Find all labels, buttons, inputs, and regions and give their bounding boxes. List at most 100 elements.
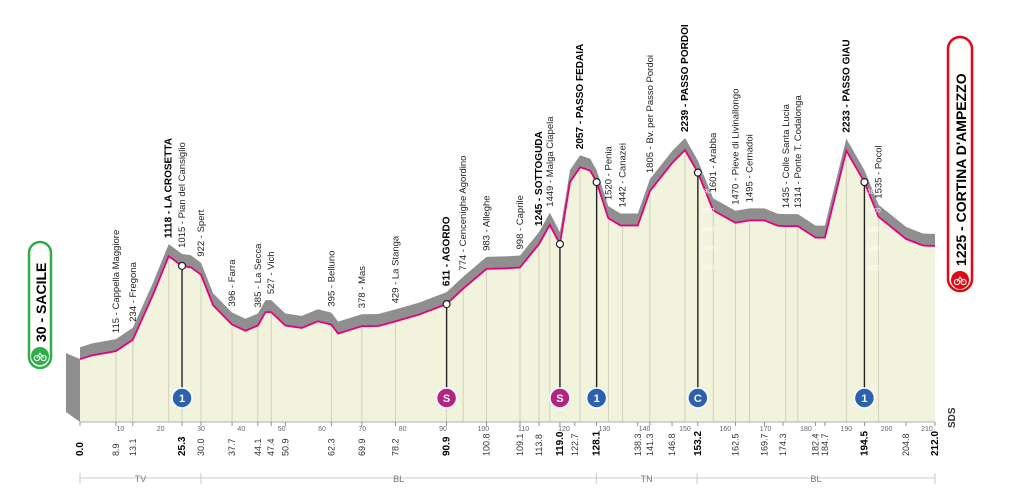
- km-tick-label: 25.3: [177, 436, 188, 456]
- location-label: 378 - Mas: [357, 266, 368, 308]
- scale-tick-label: 90: [439, 426, 447, 433]
- location-label: 1015 - Pian del Cansiglio: [177, 142, 188, 248]
- scale-tick-label: 20: [157, 426, 165, 433]
- km-tick-label: 13.1: [128, 438, 138, 456]
- location-label: 385 - La Secca: [253, 243, 264, 308]
- altitude-tick-label: 1400: [701, 227, 715, 233]
- province-label: TN: [641, 474, 653, 484]
- km-tick-label: 141.3: [645, 433, 655, 456]
- scale-tick-label: 200: [881, 426, 893, 433]
- altitude-tick-label: 1200: [701, 246, 715, 252]
- marker-dot: [177, 261, 187, 270]
- km-tick-label: 212.0: [930, 431, 941, 456]
- start-label: 30 - SACILE: [33, 263, 49, 342]
- location-label: 774 - Cencenighe Agordino: [458, 156, 469, 271]
- location-label: 115 - Cappella Maggiore: [111, 230, 122, 333]
- location-label: 2239 - PASSO PORDOI: [680, 24, 691, 132]
- scale-tick-label: 70: [358, 426, 366, 433]
- location-label: 1601 - Arabba: [708, 132, 719, 192]
- province-label: TV: [135, 474, 147, 484]
- climb-category-marker: [585, 387, 608, 409]
- location-label: 922 - Spert: [196, 209, 207, 256]
- location-label: 2057 - PASSO FEDAIA: [575, 44, 586, 149]
- scale-tick-label: 160: [719, 426, 731, 433]
- marker-dot: [592, 177, 601, 187]
- start-badge: 30 - SACILE: [27, 240, 53, 370]
- altitude-tick-label: 1400: [867, 227, 881, 233]
- km-tick-label: 128.1: [592, 431, 603, 456]
- km-tick-label: 138.3: [633, 433, 643, 456]
- province-bar-layer: TV BL TN BL: [79, 473, 936, 484]
- km-tick-label: 30.0: [196, 438, 206, 456]
- km-tick-label: 78.2: [390, 438, 400, 456]
- location-label: 1314 - Ponte T. Codalonga: [793, 95, 804, 209]
- km-tick-label: 100.8: [482, 433, 492, 456]
- scale-tick-label: 190: [840, 426, 852, 433]
- altitude-tick-label: 2000: [867, 171, 881, 177]
- location-label: 2233 - PASSO GIAU: [841, 39, 852, 132]
- km-tick-label: 174.3: [778, 433, 788, 456]
- marker-label: 1: [179, 393, 185, 405]
- km-tick-label: 37.7: [227, 438, 237, 456]
- location-label: 429 - La Stanga: [390, 235, 401, 303]
- province-label: BL: [811, 474, 822, 484]
- profile-line: [79, 148, 936, 361]
- province-label: BL: [393, 474, 404, 484]
- start-wall: [66, 353, 80, 422]
- km-tick-label: 113.8: [534, 434, 544, 456]
- km-tick-label: 47.4: [266, 438, 276, 456]
- cyclist-icon: [31, 347, 49, 365]
- scale-tick-label: 30: [197, 426, 205, 433]
- location-label: 1520 - Penia: [603, 146, 614, 201]
- altitude-tick-label: 1800: [867, 190, 881, 196]
- scale-tick-label: 120: [558, 426, 570, 433]
- km-tick-label: 69.9: [357, 438, 367, 456]
- marker-label: S: [556, 393, 563, 405]
- location-stem-layer: [115, 150, 879, 422]
- location-label: 1435 - Colle Santa Lucia: [781, 103, 792, 208]
- scale-tick-label: 40: [237, 426, 245, 433]
- location-label: 611 - AGORDO: [442, 216, 453, 286]
- altitude-tick-label: 1200: [867, 246, 881, 252]
- km-tick-label: 182.4: [811, 433, 821, 456]
- finish-badge: 1225 - CORTINA D'AMPEZZO: [946, 35, 974, 293]
- altitude-tick-label: 2000: [701, 171, 715, 177]
- altitude-tick-label: 1600: [867, 209, 881, 215]
- altitude-tick-label: 1600: [701, 209, 715, 215]
- scale-tick-label: 170: [760, 426, 772, 433]
- location-label: 395 - Belluno: [326, 251, 337, 307]
- marker-dot: [442, 300, 451, 309]
- altitude-axis-layer: 2000 1800 1600 1400 1200 1000 2000 1800 1600 1400…: [701, 171, 882, 272]
- km-tick-label: 0.0: [75, 442, 86, 456]
- climb-category-marker: [687, 387, 709, 409]
- marker-label: C: [694, 393, 702, 405]
- cyclist-icon: [951, 271, 969, 289]
- climb-band-layer: [66, 138, 935, 422]
- scale-tick-label: 150: [679, 426, 691, 433]
- location-label: 1470 - Pieve di Livinallongo: [730, 89, 741, 205]
- km-tick-label: 204.8: [901, 433, 911, 456]
- marker-layer: 1 S S 1 C 1: [171, 168, 876, 409]
- profile-area: [80, 150, 935, 422]
- profile-line-layer: [79, 148, 936, 361]
- sprint-marker: [549, 387, 571, 409]
- scale-tick-label: 180: [800, 426, 812, 433]
- scale-tick-label: 50: [278, 426, 286, 433]
- location-label: 1535 - Pocol: [874, 145, 885, 198]
- scale-tick-label: 60: [318, 426, 326, 433]
- km-tick-label: 153.2: [693, 431, 704, 456]
- location-label: 1449 - Malga Ciapela: [545, 116, 556, 207]
- location-label: 527 - Vich: [266, 251, 277, 294]
- km-tick-label: 119.0: [555, 431, 566, 456]
- marker-dot: [860, 177, 869, 187]
- altitude-tick-label: 1800: [701, 190, 715, 196]
- finish-badge-frame: [946, 35, 974, 293]
- location-label: 1245 - SOTTOGUDA: [534, 131, 545, 226]
- location-label-layer: 115 - Cappella Maggiore 234 - Fregona 1118…: [111, 24, 885, 333]
- location-label: 983 - Alleghe: [482, 195, 493, 250]
- km-tick-label: 162.5: [730, 433, 740, 456]
- km-tick-label: 169.7: [759, 433, 769, 456]
- scale-tick-label: 10: [116, 426, 124, 433]
- scale-tick-label: 80: [399, 426, 407, 433]
- km-tick-label: 44.1: [253, 438, 263, 456]
